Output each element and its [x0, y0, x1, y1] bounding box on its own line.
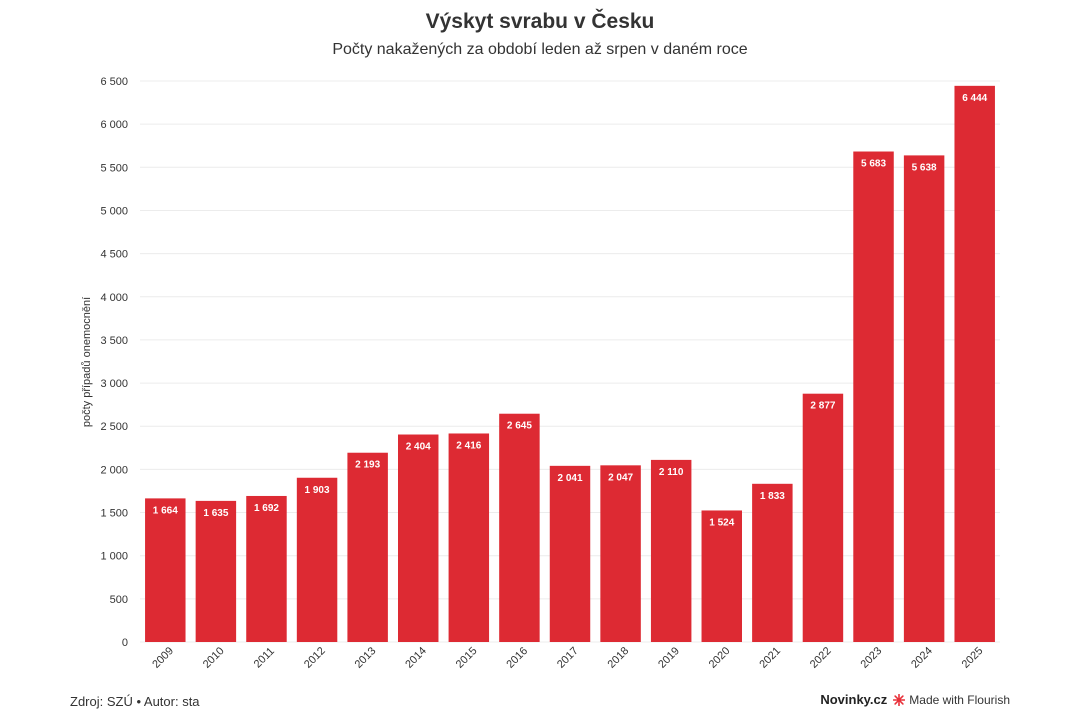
- bar: [954, 85, 995, 642]
- y-axis-label: počty případů onemocnění: [81, 297, 93, 427]
- bar-value-label: 2 047: [608, 472, 633, 483]
- source-credit: Zdroj: SZÚ • Autor: sta: [70, 694, 200, 709]
- flourish-credit[interactable]: Made with Flourish: [893, 693, 1010, 707]
- chart-title: Výskyt svrabu v Česku: [425, 10, 655, 33]
- chart-subtitle: Počty nakažených za období leden až srpe…: [332, 41, 748, 58]
- y-tick-label: 500: [110, 594, 128, 606]
- y-tick-label: 6 000: [100, 119, 128, 131]
- x-tick-label: 2016: [504, 645, 530, 671]
- bar: [347, 452, 388, 642]
- y-tick-label: 5 500: [100, 162, 128, 174]
- x-tick-label: 2010: [201, 645, 227, 671]
- y-tick-label: 5 000: [100, 205, 128, 217]
- y-tick-label: 4 500: [100, 249, 128, 261]
- bar-value-label: 1 833: [760, 491, 785, 502]
- bar-value-label: 1 664: [153, 505, 178, 516]
- x-tick-label: 2014: [403, 645, 429, 671]
- bar-value-label: 1 524: [709, 517, 734, 528]
- x-tick-label: 2009: [150, 645, 176, 671]
- bar-value-label: 2 416: [456, 440, 481, 451]
- bar: [853, 151, 894, 643]
- bar-value-label: 1 635: [203, 508, 228, 519]
- bar-value-label: 2 877: [810, 401, 835, 412]
- x-tick-label: 2012: [302, 645, 328, 671]
- bar: [752, 483, 793, 642]
- bar: [600, 465, 641, 642]
- flourish-icon: [893, 693, 906, 706]
- y-tick-label: 2 500: [100, 421, 128, 433]
- bar: [398, 434, 439, 642]
- y-tick-label: 2 000: [100, 464, 128, 476]
- bar-value-label: 6 444: [962, 93, 987, 104]
- bar: [296, 477, 338, 642]
- y-tick-label: 6 500: [100, 76, 128, 88]
- bar-value-label: 2 193: [355, 460, 380, 471]
- x-tick-label: 2022: [808, 645, 834, 671]
- bar: [145, 498, 186, 642]
- x-tick-label: 2018: [606, 645, 632, 671]
- x-tick-label: 2013: [353, 645, 379, 671]
- flourish-label: Made with Flourish: [909, 692, 1010, 707]
- x-tick-label: 2024: [909, 645, 935, 671]
- y-tick-label: 1 000: [100, 551, 128, 563]
- bar: [549, 465, 591, 642]
- bar: [499, 413, 540, 642]
- y-tick-label: 4 000: [100, 292, 128, 304]
- x-tick-label: 2025: [960, 645, 986, 671]
- y-tick-label: 0: [122, 637, 128, 649]
- bar-value-label: 1 903: [305, 485, 330, 496]
- bar-value-label: 2 645: [507, 421, 532, 432]
- bar: [701, 510, 742, 642]
- bar: [246, 495, 287, 642]
- bar-value-label: 5 683: [861, 159, 886, 170]
- brand-logo[interactable]: Novinky.cz: [820, 692, 888, 707]
- x-tick-label: 2019: [656, 645, 682, 671]
- bar-value-label: 2 404: [406, 442, 431, 453]
- bar: [448, 433, 490, 642]
- x-tick-label: 2011: [252, 645, 277, 670]
- x-tick-label: 2023: [859, 645, 885, 671]
- bar: [195, 500, 237, 642]
- bar: [903, 155, 945, 643]
- y-tick-label: 3 000: [100, 378, 128, 390]
- bar-value-label: 1 692: [254, 503, 279, 514]
- bar-chart: 0 500 1 000 1 500 2 000 2 500 3 000 3 500 4 000 4…: [81, 76, 1000, 671]
- y-tick-label: 3 500: [100, 335, 128, 347]
- bar: [650, 459, 692, 642]
- x-tick-label: 2020: [707, 645, 733, 671]
- x-tick-label: 2015: [454, 645, 480, 671]
- bar-value-label: 2 110: [659, 467, 684, 478]
- footer-branding: Novinky.cz Made with Flourish: [820, 692, 1010, 707]
- x-tick-label: 2017: [555, 645, 581, 671]
- y-tick-label: 1 500: [100, 508, 128, 520]
- bar: [802, 393, 844, 642]
- x-tick-label: 2021: [757, 645, 783, 671]
- bar-value-label: 2 041: [557, 473, 582, 484]
- bar-value-label: 5 638: [912, 162, 937, 173]
